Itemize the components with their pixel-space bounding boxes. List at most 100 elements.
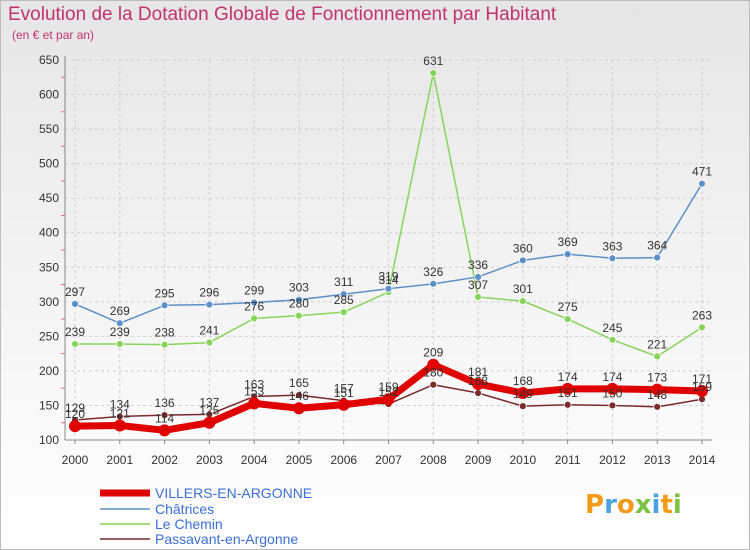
data-label: 471	[692, 165, 712, 179]
x-tick-label: 2012	[599, 453, 626, 467]
y-tick-label: 150	[39, 398, 59, 412]
data-point	[295, 295, 303, 304]
data-label: 314	[378, 273, 398, 287]
data-label: 137	[199, 395, 219, 409]
data-point	[71, 340, 79, 348]
data-label: 159	[378, 380, 398, 394]
data-point	[337, 398, 350, 411]
y-tick-label: 400	[39, 226, 59, 240]
data-point	[69, 420, 81, 433]
data-point	[608, 335, 617, 344]
data-point	[382, 393, 395, 406]
data-point	[563, 315, 572, 323]
data-label: 159	[692, 380, 712, 394]
data-point	[472, 378, 485, 391]
data-label: 121	[110, 406, 130, 420]
data-point	[250, 298, 259, 307]
data-point	[518, 402, 527, 411]
data-label: 269	[110, 304, 130, 318]
x-tick-label: 2002	[151, 453, 178, 467]
chart-title: Evolution de la Dotation Globale de Fonc…	[8, 4, 557, 25]
data-label: 369	[558, 235, 578, 249]
legend-label-chatrices: Châtrices	[155, 501, 215, 517]
data-label: 364	[647, 239, 667, 253]
data-label: 174	[602, 370, 622, 384]
logo-letter: r	[604, 490, 617, 520]
data-label: 209	[423, 346, 443, 360]
y-tick-label: 300	[39, 295, 59, 309]
data-label: 263	[692, 308, 712, 322]
logo-letter: i	[651, 490, 661, 520]
data-label: 360	[513, 241, 533, 255]
data-label: 285	[334, 293, 354, 307]
data-point	[518, 256, 527, 265]
y-tick-label: 250	[39, 329, 59, 343]
data-label: 114	[155, 411, 174, 425]
y-tick-label: 350	[39, 260, 59, 274]
data-point	[427, 358, 440, 371]
data-label: 151	[558, 386, 578, 400]
data-label: 307	[468, 278, 488, 292]
data-point	[561, 382, 574, 395]
data-point	[653, 352, 662, 361]
data-label: 301	[513, 282, 533, 296]
data-label: 174	[558, 370, 578, 384]
logo-letter: t	[660, 490, 673, 520]
data-label: 238	[155, 326, 175, 340]
data-label: 151	[334, 386, 354, 400]
x-tick-label: 2007	[375, 453, 402, 467]
x-tick-label: 2011	[555, 453, 581, 467]
x-tick-label: 2005	[286, 453, 313, 467]
data-point	[563, 400, 572, 409]
x-tick-label: 2014	[689, 453, 716, 467]
data-point	[608, 254, 617, 263]
data-label: 150	[602, 386, 622, 400]
data-label: 239	[65, 325, 85, 339]
data-label: 157	[334, 382, 354, 396]
data-point	[606, 382, 619, 395]
data-label: 631	[423, 54, 443, 68]
data-label: 168	[468, 374, 488, 388]
data-label: 297	[65, 285, 85, 299]
x-tick-label: 2003	[196, 453, 223, 467]
logo-letter: x	[634, 490, 652, 520]
data-point	[160, 411, 169, 420]
data-point	[205, 300, 214, 309]
chart-subtitle: (en € et par an)	[12, 28, 95, 42]
data-label: 168	[513, 374, 533, 388]
y-tick-label: 450	[39, 191, 59, 205]
data-point	[250, 314, 259, 323]
data-label: 148	[647, 388, 667, 402]
data-point	[384, 284, 393, 293]
data-point	[292, 402, 305, 415]
data-point	[429, 380, 438, 389]
data-label: 276	[244, 299, 264, 313]
data-label: 153	[244, 384, 264, 398]
data-point	[563, 250, 572, 259]
data-label: 180	[423, 366, 443, 380]
logo-letter: o	[616, 490, 635, 520]
y-tick-label: 600	[39, 88, 59, 102]
data-label: 280	[289, 297, 309, 311]
data-label: 326	[423, 265, 443, 279]
data-point	[474, 273, 482, 281]
x-tick-label: 2004	[241, 453, 268, 467]
data-point	[160, 340, 169, 349]
x-tick-label: 2001	[106, 453, 133, 467]
data-label: 319	[378, 270, 398, 284]
x-tick-label: 2000	[62, 453, 89, 467]
data-label: 152	[378, 385, 398, 399]
data-point	[696, 384, 708, 397]
data-point	[205, 338, 214, 347]
data-label: 275	[558, 300, 578, 314]
data-label: 173	[647, 371, 667, 385]
data-point	[474, 389, 482, 397]
data-label: 221	[647, 337, 667, 351]
data-point	[516, 387, 529, 400]
data-label: 311	[334, 275, 353, 289]
y-tick-label: 200	[39, 364, 59, 378]
legend-label-villers: VILLERS-EN-ARGONNE	[155, 485, 313, 501]
data-point	[295, 391, 303, 399]
data-point	[71, 299, 79, 308]
